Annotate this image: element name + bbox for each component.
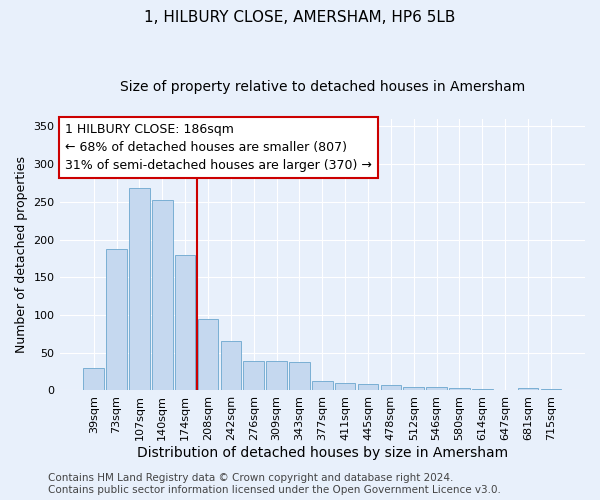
Text: Contains HM Land Registry data © Crown copyright and database right 2024.
Contai: Contains HM Land Registry data © Crown c… <box>48 474 501 495</box>
Bar <box>312 380 332 390</box>
Bar <box>152 200 173 390</box>
Bar <box>380 385 401 390</box>
Bar <box>426 388 447 390</box>
Bar <box>129 188 150 390</box>
Title: Size of property relative to detached houses in Amersham: Size of property relative to detached ho… <box>119 80 525 94</box>
Bar <box>198 319 218 390</box>
Bar <box>335 383 355 390</box>
Bar <box>244 361 264 390</box>
Bar <box>541 389 561 390</box>
Text: 1 HILBURY CLOSE: 186sqm
← 68% of detached houses are smaller (807)
31% of semi-d: 1 HILBURY CLOSE: 186sqm ← 68% of detache… <box>65 123 371 172</box>
Bar <box>449 388 470 390</box>
Bar <box>175 254 196 390</box>
Bar <box>221 342 241 390</box>
X-axis label: Distribution of detached houses by size in Amersham: Distribution of detached houses by size … <box>137 446 508 460</box>
Text: 1, HILBURY CLOSE, AMERSHAM, HP6 5LB: 1, HILBURY CLOSE, AMERSHAM, HP6 5LB <box>145 10 455 25</box>
Bar <box>518 388 538 390</box>
Bar <box>358 384 378 390</box>
Bar <box>106 248 127 390</box>
Bar <box>289 362 310 390</box>
Bar <box>403 388 424 390</box>
Y-axis label: Number of detached properties: Number of detached properties <box>15 156 28 353</box>
Bar <box>266 361 287 390</box>
Bar <box>83 368 104 390</box>
Bar <box>472 389 493 390</box>
